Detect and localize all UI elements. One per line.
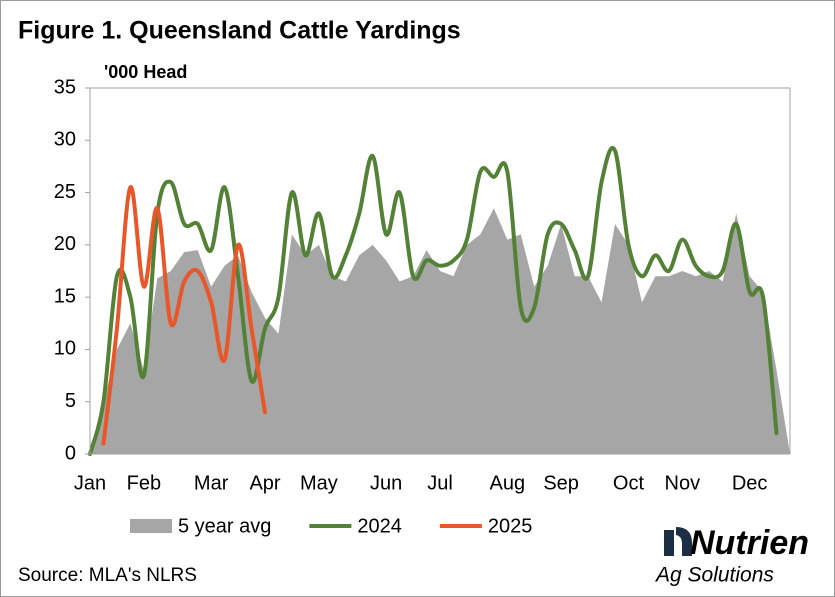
y-tick-label: 0: [65, 442, 76, 464]
x-tick-label: Jan: [74, 472, 106, 494]
x-tick-label: Feb: [127, 472, 161, 494]
legend-label: 5 year avg: [178, 515, 271, 537]
y-axis-label: '000 Head: [104, 62, 187, 82]
logo-tagline: Ag Solutions: [654, 564, 774, 587]
x-tick-label: May: [300, 472, 338, 494]
x-tick-label: Jun: [370, 472, 402, 494]
y-tick-label: 25: [54, 181, 76, 203]
chart-title: Figure 1. Queensland Cattle Yardings: [18, 17, 461, 45]
y-tick-label: 35: [54, 76, 76, 98]
line: [88, 146, 779, 456]
logo: Nutrien Ag Solutions: [654, 524, 809, 587]
source-note: Source: MLA's NLRS: [18, 565, 197, 586]
x-tick-label: Dec: [732, 472, 768, 494]
x-tick-label: Mar: [194, 472, 229, 494]
legend-label: 2024: [357, 515, 402, 537]
x-tick-label: Sep: [543, 472, 579, 494]
y-tick-label: 20: [54, 233, 76, 255]
area: [90, 208, 790, 454]
legend-swatch: [130, 519, 172, 533]
logo-mark: [664, 527, 692, 556]
line: [101, 185, 267, 446]
y-tick-label: 10: [54, 338, 76, 360]
x-tick-label: Apr: [249, 472, 280, 494]
x-tick-label: Jul: [427, 472, 453, 494]
x-tick-label: Oct: [613, 472, 645, 494]
y-tick-label: 15: [54, 285, 76, 307]
y-tick-label: 5: [65, 390, 76, 412]
legend: 5 year avg 2024 2025: [130, 515, 532, 537]
x-tick-label: Nov: [665, 472, 701, 494]
legend-label: 2025: [488, 515, 533, 537]
x-tick-label: Aug: [490, 472, 526, 494]
logo-name: Nutrien: [690, 524, 809, 562]
plot-frame: [89, 87, 791, 455]
y-tick-label: 30: [54, 129, 76, 151]
